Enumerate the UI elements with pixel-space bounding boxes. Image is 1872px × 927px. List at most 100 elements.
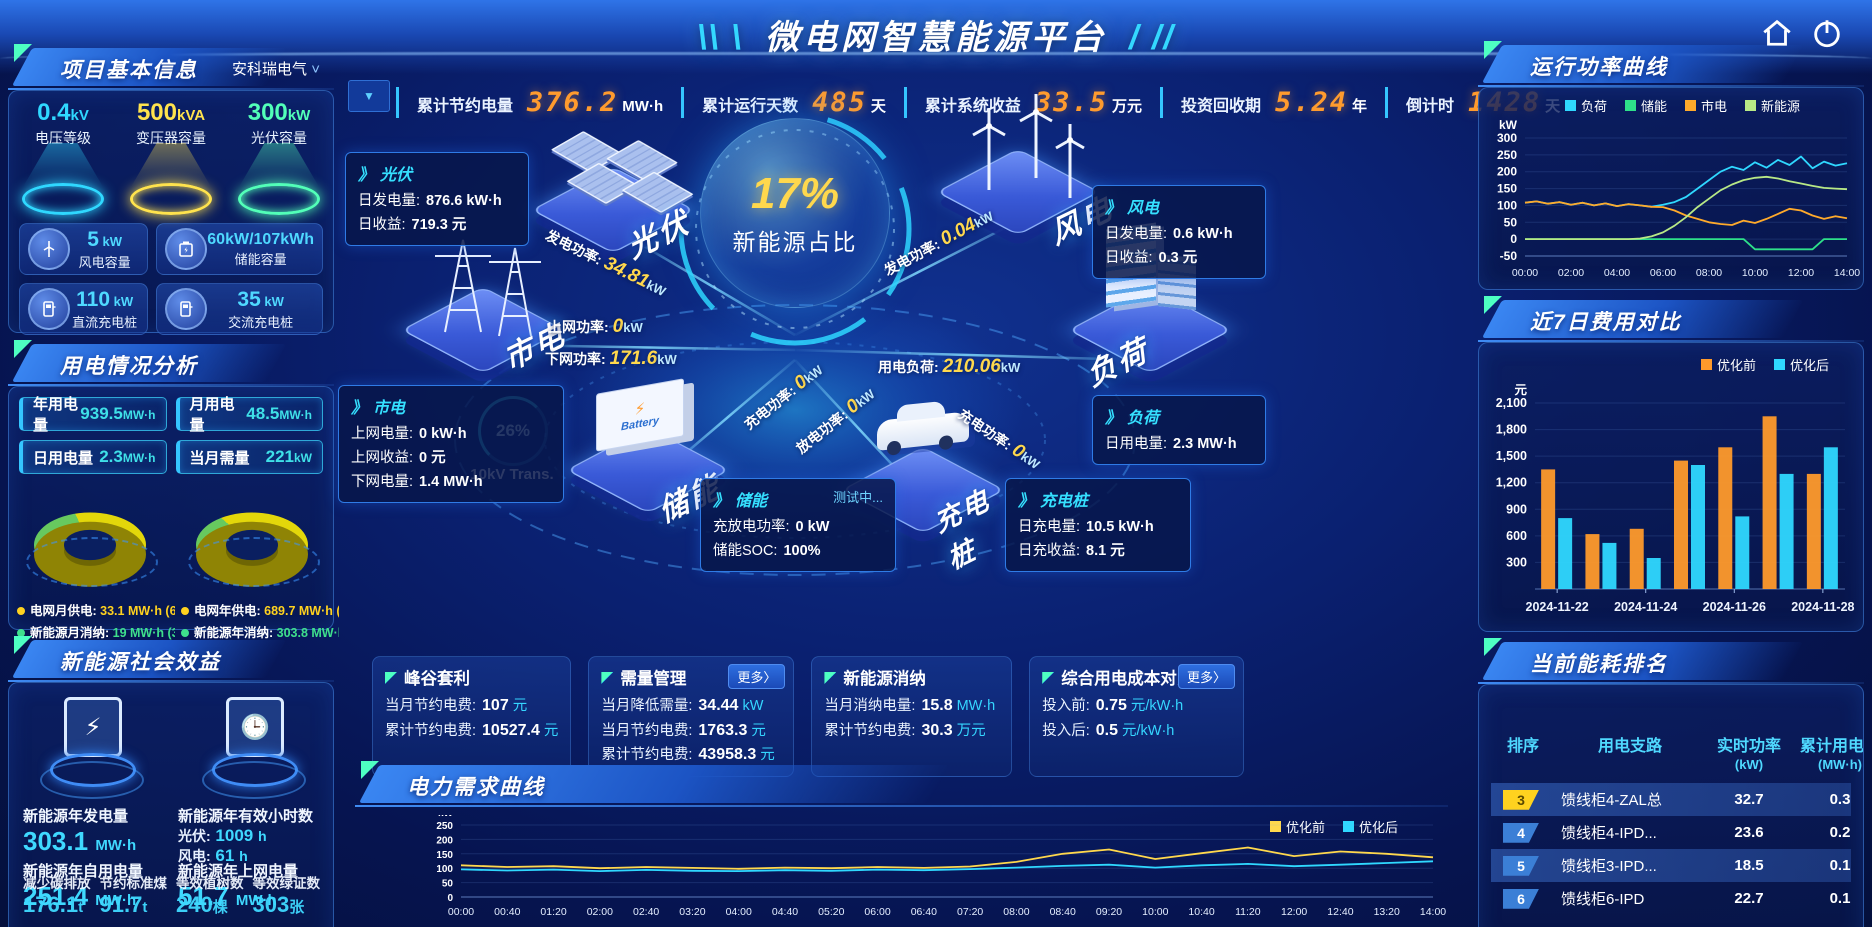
pedestal-label: 电压等级 xyxy=(35,130,91,146)
more-button[interactable]: 更多〉 xyxy=(728,664,786,689)
svg-text:05:20: 05:20 xyxy=(818,906,844,918)
svg-text:100: 100 xyxy=(1497,198,1517,212)
svg-text:150: 150 xyxy=(436,850,453,861)
tooltip-row: 日收益: 719.3 元 xyxy=(358,217,467,233)
legend-value: 303.8 MW·h (31%) xyxy=(276,626,339,640)
svg-text:14:00: 14:00 xyxy=(1834,267,1860,279)
energy-generation-icon: ⚡ xyxy=(30,697,150,799)
kpi-panel: 新能源消纳 当月消纳电量: 15.8 MW·h 累计节约电费: 30.3 万元 xyxy=(811,656,1013,777)
kpi-panel: 峰谷套利 当月节约电费: 107 元累计节约电费: 10527.4 元 xyxy=(372,656,572,777)
company-dropdown[interactable]: 安科瑞电气 ˅ xyxy=(232,61,320,78)
branch-name: 馈线柜6-IPD xyxy=(1561,891,1645,909)
svg-text:12:00: 12:00 xyxy=(1788,267,1814,279)
table-row[interactable]: 6 馈线柜6-IPD 22.7 0.1 xyxy=(1491,882,1851,915)
mini-dropdown[interactable]: ▼ xyxy=(348,80,390,112)
svg-text:06:40: 06:40 xyxy=(911,906,937,918)
capacity-card-label: 交流充电桩 xyxy=(228,314,294,330)
panel-cost-compare: 近7日费用对比 优化前 优化后 2,100 1,800 1,500 1,200 900 60… xyxy=(1478,296,1864,632)
donut-decor-ring xyxy=(26,537,158,587)
kpi-row: 当月消纳电量: 15.8 MW·h xyxy=(824,697,996,714)
table-row[interactable]: 3 馈线柜4-ZAL总 32.7 0.3 xyxy=(1491,783,1851,817)
usage-cards: 年用电量 939.5MW·h 月用电量 48.5MW·h 日用电量 2.3MW·h 当月需量… xyxy=(19,396,323,474)
kpi-row: 当月节约电费: 107 元 xyxy=(385,697,528,714)
stat-unit: 万元 xyxy=(1111,97,1142,115)
legend-item: 新能源 xyxy=(1745,96,1800,115)
svg-text:08:00: 08:00 xyxy=(1003,906,1029,918)
svg-text:08:40: 08:40 xyxy=(1050,906,1076,918)
stat-item: 累计系统收益 33.5 万元 xyxy=(903,86,1160,118)
cost-compare-body: 优化前 优化后 2,100 1,800 1,500 1,200 900 600 300 元 202… xyxy=(1478,342,1864,632)
tooltip-title: 》负荷 xyxy=(1105,410,1160,427)
title-decor-left: \\ \ xyxy=(697,19,743,57)
more-button[interactable]: 更多〉 xyxy=(1177,664,1235,689)
stat-unit: 年 xyxy=(1352,97,1368,115)
supply-donut-charts xyxy=(9,483,333,591)
realtime-power: 32.7 xyxy=(1734,791,1764,809)
benefit-label: 节约标准煤 xyxy=(99,876,168,891)
svg-text:10:00: 10:00 xyxy=(1742,267,1768,279)
pedestal-label: 变压器容量 xyxy=(136,130,206,146)
usage-card-value: 221kW xyxy=(265,447,312,466)
svg-text:06:00: 06:00 xyxy=(1650,267,1676,279)
kpi-row: 投入后: 0.5 元/kW·h xyxy=(1042,721,1175,739)
svg-text:02:00: 02:00 xyxy=(1558,267,1584,279)
benefit-label: 新能源年发电量 xyxy=(23,808,129,825)
demand-curve-chart: 250 200 150 100 50 0 kW 00:00 00:40 01:20 02:00 02:… xyxy=(436,815,1446,918)
svg-text:04:00: 04:00 xyxy=(726,906,752,918)
svg-text:06:00: 06:00 xyxy=(864,906,890,918)
corner-accent-icon xyxy=(1042,672,1055,684)
title-decor-right: / // xyxy=(1129,19,1175,57)
table-row[interactable]: 4 馈线柜4-IPD... 23.6 0.2 xyxy=(1491,816,1851,849)
benefit-value: 风电: 61 h xyxy=(178,846,248,865)
svg-text:11:20: 11:20 xyxy=(1235,906,1261,918)
corner-accent-icon xyxy=(385,672,397,684)
svg-text:100: 100 xyxy=(436,864,453,875)
project-info-body: 0.4kV 电压等级 500kVA 变压器容量 300kW 光伏容量 5 kW 风电容量 60… xyxy=(8,90,334,335)
svg-text:07:20: 07:20 xyxy=(957,906,983,918)
realtime-power: 18.5 xyxy=(1734,857,1764,875)
pedestal-value: 0.4kV xyxy=(37,99,89,126)
usage-card-label: 年用电量 xyxy=(33,396,79,434)
tooltip-row: 日用电量: 2.3 MW·h xyxy=(1105,436,1237,452)
svg-text:200: 200 xyxy=(1497,165,1517,179)
pedestal-ring xyxy=(130,183,212,215)
wind-turbine-icon xyxy=(28,228,70,270)
tooltip-row: 上网电量: 0 kW·h xyxy=(351,426,467,442)
corner-accent-icon xyxy=(601,672,614,684)
capacity-card-value: 35 kW xyxy=(237,287,284,311)
usage-card-value: 48.5MW·h xyxy=(246,404,312,423)
tooltip-title: 》储能 测试中... xyxy=(713,490,883,510)
tooltip-row: 充放电功率: 0 kW xyxy=(713,519,830,535)
home-icon[interactable] xyxy=(1760,16,1794,50)
pedestal-label: 光伏容量 xyxy=(251,130,307,146)
page-title: \\ \ 微电网智慧能源平台 / // xyxy=(697,19,1175,57)
legend-value: 19 MW·h (36%) xyxy=(112,626,175,640)
panel-title: 近7日费用对比 xyxy=(1530,311,1682,334)
tooltip-grid: 》市电 上网电量: 0 kW·h 上网收益: 0 元下网电量: 1.4 MW·h xyxy=(338,385,564,503)
kpi-row: 当月节约电费: 1763.3 元 xyxy=(601,721,766,739)
panel-run-power-curve: 运行功率曲线 负荷 储能 市电 新能源 300 250 200 150 100 50 0 -50 kW… xyxy=(1478,41,1864,290)
donut-chart xyxy=(20,483,160,591)
svg-text:900: 900 xyxy=(1506,502,1527,516)
total-energy: 0.3 xyxy=(1829,791,1851,809)
node-wind[interactable]: 风电 xyxy=(930,94,1120,270)
stat-value: 5.24 xyxy=(1275,86,1349,118)
svg-text:200: 200 xyxy=(436,835,453,846)
legend-item: 新能源年消纳: 303.8 MW·h (31%) xyxy=(181,622,339,641)
legend-item: 电网年供电: 689.7 MW·h (69%) xyxy=(181,600,339,619)
pedestal-value: 500kVA xyxy=(136,99,206,126)
ev-charger-icon xyxy=(165,288,208,330)
usage-card-label: 当月需量 xyxy=(189,449,250,467)
table-row[interactable]: 5 馈线柜3-IPD... 18.5 0.1 xyxy=(1491,849,1851,883)
svg-text:50: 50 xyxy=(1504,215,1518,229)
stat-item: 累计运行天数 485 天 xyxy=(681,86,904,118)
kpi-row: 投入前: 0.75 元/kW·h xyxy=(1042,697,1184,714)
capacity-card-value: 5 kW xyxy=(87,227,123,251)
donut-legend-column: 电网月供电: 33.1 MW·h (64%) 新能源月消纳: 19 MW·h (3… xyxy=(17,597,175,644)
stat-value: 376.2 xyxy=(527,86,619,118)
svg-text:300: 300 xyxy=(1497,131,1517,145)
svg-text:150: 150 xyxy=(1497,182,1517,196)
benefit-label: 新能源年自用电量 xyxy=(23,863,144,880)
power-icon[interactable] xyxy=(1810,16,1844,50)
legend-value: 689.7 MW·h (69%) xyxy=(264,604,339,618)
